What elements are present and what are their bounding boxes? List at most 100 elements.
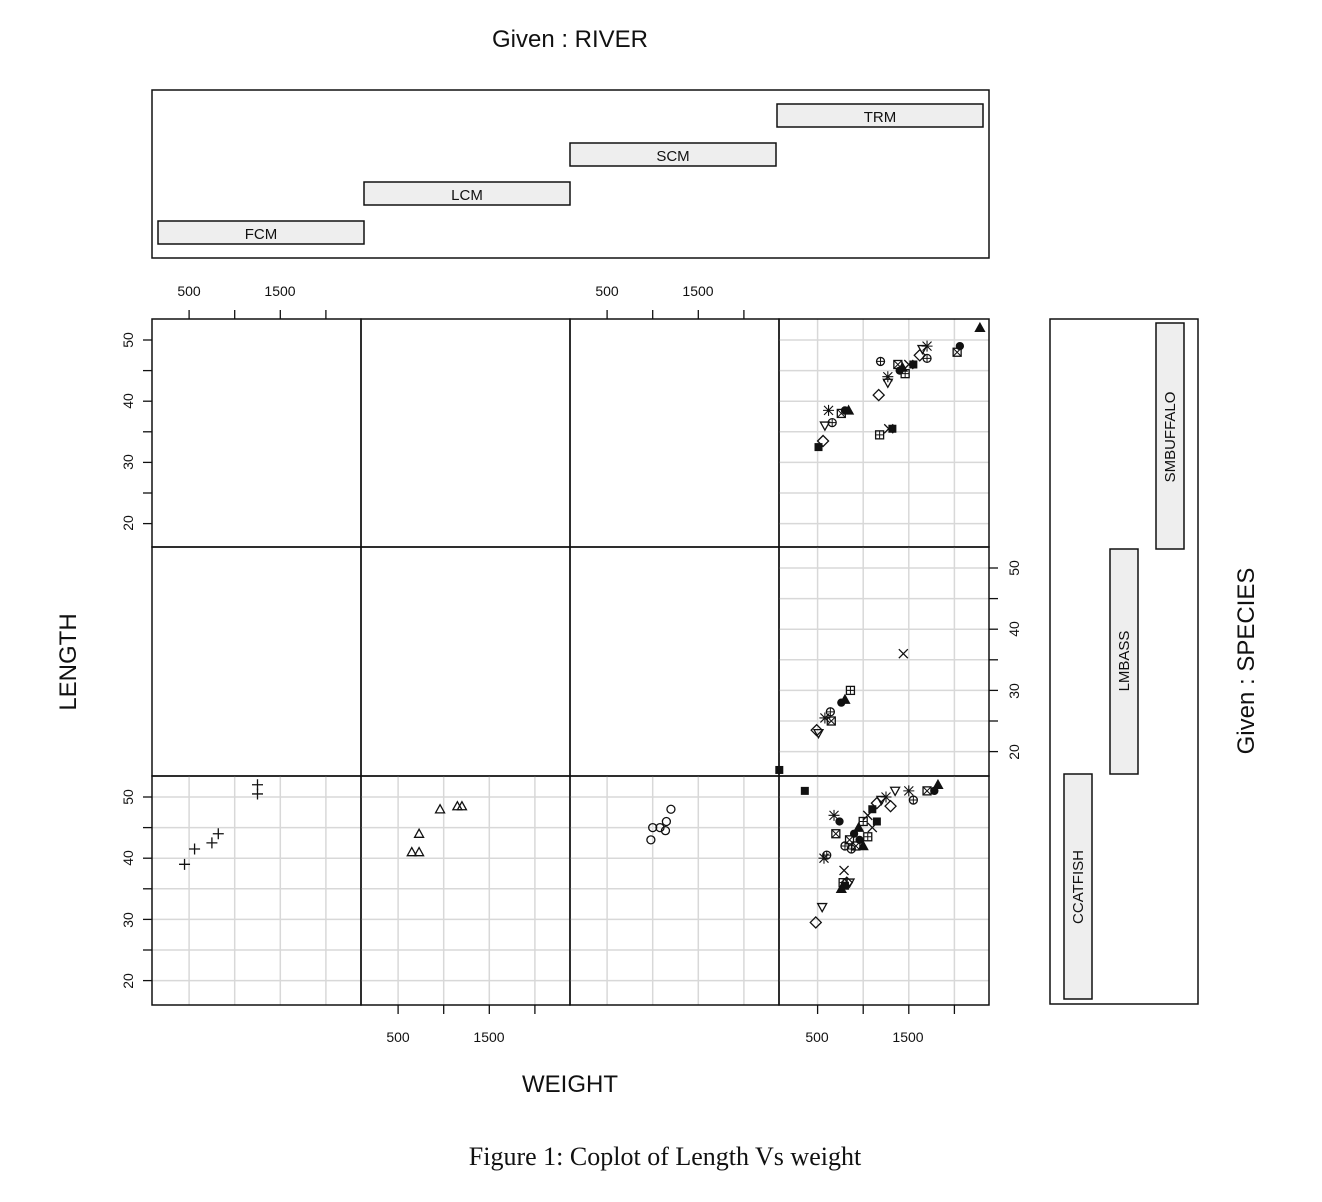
y-tick-label: 50 <box>120 789 136 805</box>
point-triangle <box>406 846 418 857</box>
x-tick-label: 500 <box>805 1029 829 1045</box>
point-square-x <box>826 716 836 726</box>
species-bar-lmbass <box>1109 548 1139 775</box>
point-diamond <box>913 348 927 362</box>
y-tick-label: 50 <box>1006 560 1022 576</box>
point-circle <box>660 826 671 836</box>
point-star <box>903 785 915 797</box>
panel-frame <box>569 318 780 548</box>
panel-frame <box>151 318 362 548</box>
x-axis-label: WEIGHT <box>522 1071 618 1098</box>
point-circle <box>648 822 658 833</box>
point-triangle-filled <box>843 404 855 415</box>
point-triangle-filled <box>839 693 851 704</box>
point-circle-filled <box>955 341 965 351</box>
point-square-filled <box>909 360 918 369</box>
point-triangle-down <box>819 421 831 432</box>
point-triangle-filled <box>974 321 986 333</box>
point-triangle <box>434 803 446 814</box>
point-square-plus <box>863 832 873 842</box>
river-bar-lcm <box>363 181 571 206</box>
point-diamond <box>840 876 854 890</box>
point-square-plus <box>874 430 885 440</box>
point-star <box>921 340 933 352</box>
point-x <box>898 648 909 659</box>
species-title: Given : SPECIES <box>1233 568 1260 755</box>
point-plus <box>189 843 201 855</box>
point-square-filled <box>888 424 897 433</box>
point-square-x <box>827 717 836 725</box>
point-circle-filled <box>855 835 864 844</box>
point-square-x <box>923 787 931 795</box>
river-label-trm: TRM <box>864 109 897 126</box>
point-triangle <box>413 827 425 838</box>
point-circle-plus <box>923 354 932 363</box>
figure-caption: Figure 1: Coplot of Length Vs weight <box>469 1142 862 1171</box>
x-tick-label: 1500 <box>892 1029 923 1045</box>
y-tick-label: 20 <box>1006 744 1022 760</box>
point-plus <box>212 828 224 840</box>
river-label-scm: SCM <box>656 148 689 165</box>
point-square-plus <box>864 833 872 841</box>
point-star <box>882 371 894 383</box>
river-given-panel <box>151 89 990 259</box>
point-square-plus <box>901 370 909 378</box>
species-label-ccatfish: CCATFISH <box>1070 850 1087 924</box>
point-diamond <box>872 388 886 402</box>
point-triangle <box>413 846 425 857</box>
river-title: Given : RIVER <box>492 26 648 53</box>
x-tick-label: 1500 <box>264 283 295 299</box>
panel-frame <box>778 775 990 1006</box>
point-square-plus <box>846 686 854 694</box>
river-bar-fcm <box>157 220 365 245</box>
point-triangle-filled <box>853 821 865 832</box>
point-square-filled <box>868 805 877 814</box>
point-square-filled <box>775 765 784 774</box>
point-star <box>828 809 840 821</box>
point-star <box>819 712 831 724</box>
point-plus <box>252 788 263 800</box>
species-bar-ccatfish <box>1063 773 1093 1000</box>
point-triangle <box>456 800 468 811</box>
point-square-x <box>844 835 855 845</box>
point-plus <box>206 837 218 849</box>
y-tick-label: 40 <box>120 393 136 409</box>
panel-frame <box>151 546 362 777</box>
x-tick-label: 500 <box>386 1029 410 1045</box>
panel-frame <box>778 546 990 777</box>
species-label-lmbass: LMBASS <box>1116 631 1133 692</box>
panel-frame <box>360 318 571 548</box>
point-triangle-filled <box>857 840 869 851</box>
species-bar-smbuffalo <box>1155 322 1185 550</box>
point-circle <box>655 822 665 833</box>
point-triangle-down <box>843 878 856 889</box>
point-square-filled <box>814 443 823 452</box>
species-label-smbuffalo: SMBUFFALO <box>1162 392 1179 483</box>
point-circle-plus <box>909 796 918 805</box>
y-tick-label: 50 <box>120 332 136 348</box>
point-circle <box>666 804 676 814</box>
point-plus <box>252 779 263 791</box>
panel-frame <box>569 546 780 777</box>
point-square-filled <box>800 786 809 795</box>
panel-frame <box>151 775 362 1006</box>
point-square-x <box>831 829 840 838</box>
river-bar-scm <box>569 142 777 167</box>
river-bar-trm <box>776 103 984 128</box>
point-square-plus <box>858 816 868 827</box>
panel-frame <box>360 546 571 777</box>
y-axis-label: LENGTH <box>55 613 82 710</box>
point-star <box>823 404 835 416</box>
species-given-panel <box>1049 318 1199 1005</box>
point-circle-plus <box>822 851 831 860</box>
point-diamond <box>809 916 823 929</box>
y-tick-label: 20 <box>120 973 136 989</box>
point-circle <box>661 816 672 827</box>
point-square-x <box>851 841 861 851</box>
y-tick-label: 20 <box>120 515 136 531</box>
point-circle-plus <box>828 418 837 427</box>
point-circle <box>646 835 656 845</box>
point-square-plus <box>845 685 856 696</box>
x-tick-label: 1500 <box>473 1029 504 1045</box>
x-tick-label: 1500 <box>682 283 713 299</box>
